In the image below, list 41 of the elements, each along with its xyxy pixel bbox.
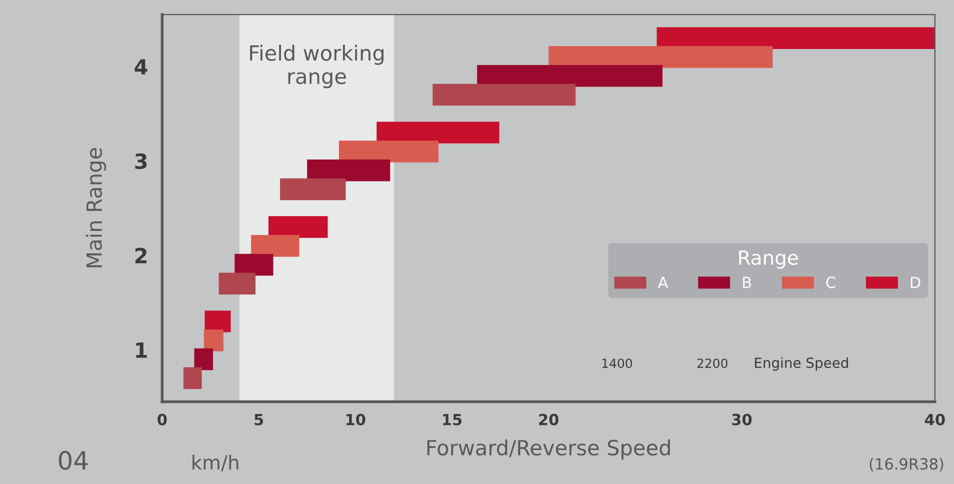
text: km/h — [192, 454, 238, 472]
y-tick-label: 2 — [135, 248, 146, 264]
legend-label: C — [826, 276, 836, 288]
bar — [204, 310, 231, 332]
bar — [280, 178, 346, 200]
annotation: Engine Speed — [755, 357, 848, 371]
text: 04 — [58, 450, 88, 470]
x-tick-label: 40 — [924, 414, 945, 426]
y-tick-label: 3 — [135, 153, 147, 170]
legend-label: A — [658, 276, 668, 288]
bar — [656, 27, 935, 49]
bar — [548, 46, 773, 68]
x-tick-label: 5 — [254, 414, 264, 426]
text: (16.9R38) — [870, 458, 944, 472]
bar — [307, 159, 390, 182]
bar — [194, 348, 213, 370]
annotation: 1400 — [602, 358, 632, 368]
bar — [204, 329, 224, 352]
x-tick-label: 20 — [539, 414, 558, 426]
y-tick-label: 4 — [134, 59, 148, 74]
bar — [183, 367, 202, 389]
legend-label: B — [743, 276, 751, 288]
x-tick-label: 0 — [158, 414, 167, 426]
y-tick-label: 1 — [136, 342, 147, 358]
bar — [376, 122, 500, 144]
legend-label: D — [910, 276, 920, 288]
bar — [268, 216, 328, 238]
bar — [218, 272, 256, 295]
bar — [432, 84, 576, 106]
band-label: Field working range — [250, 44, 384, 88]
annotation: 2200 — [697, 358, 728, 368]
x-tick-label: 10 — [346, 414, 366, 426]
bar — [251, 235, 300, 257]
legend-title: Range — [739, 250, 798, 269]
x-tick-label: 15 — [443, 414, 462, 426]
bar — [338, 140, 438, 162]
bar — [477, 65, 663, 87]
bar — [234, 254, 274, 276]
x-axis-title: Forward/Reverse Speed — [427, 439, 670, 460]
y-axis-title: Main Range — [86, 148, 106, 268]
x-tick-label: 30 — [732, 414, 752, 426]
